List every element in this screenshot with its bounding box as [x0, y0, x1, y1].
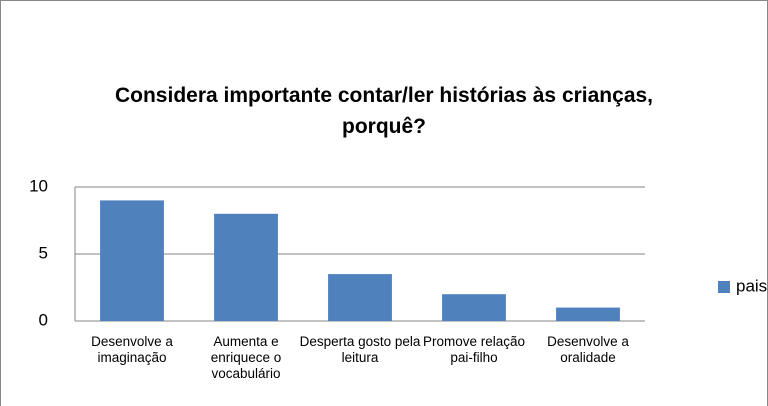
y-tick-label: 5	[39, 243, 48, 262]
x-tick-label: Desenvolve a imaginação	[91, 334, 173, 365]
legend-label: pais	[736, 276, 767, 295]
y-tick-label: 0	[39, 310, 48, 329]
bar	[214, 213, 278, 321]
bar	[100, 200, 164, 321]
x-tick-label: Desperta gosto pela leitura	[299, 334, 421, 365]
y-tick-label: 10	[29, 176, 48, 195]
x-tick-label: Aumenta e enriquece o vocabulário	[210, 334, 282, 381]
x-tick-label: Promove relação pai-filho	[422, 334, 526, 365]
legend-swatch	[718, 281, 730, 293]
bar	[328, 274, 392, 321]
chart-title: Considera importante contar/ler história…	[114, 84, 654, 138]
x-tick-label: Desenvolve a oralidade	[547, 334, 629, 365]
bar	[556, 307, 620, 321]
bar	[442, 294, 506, 321]
